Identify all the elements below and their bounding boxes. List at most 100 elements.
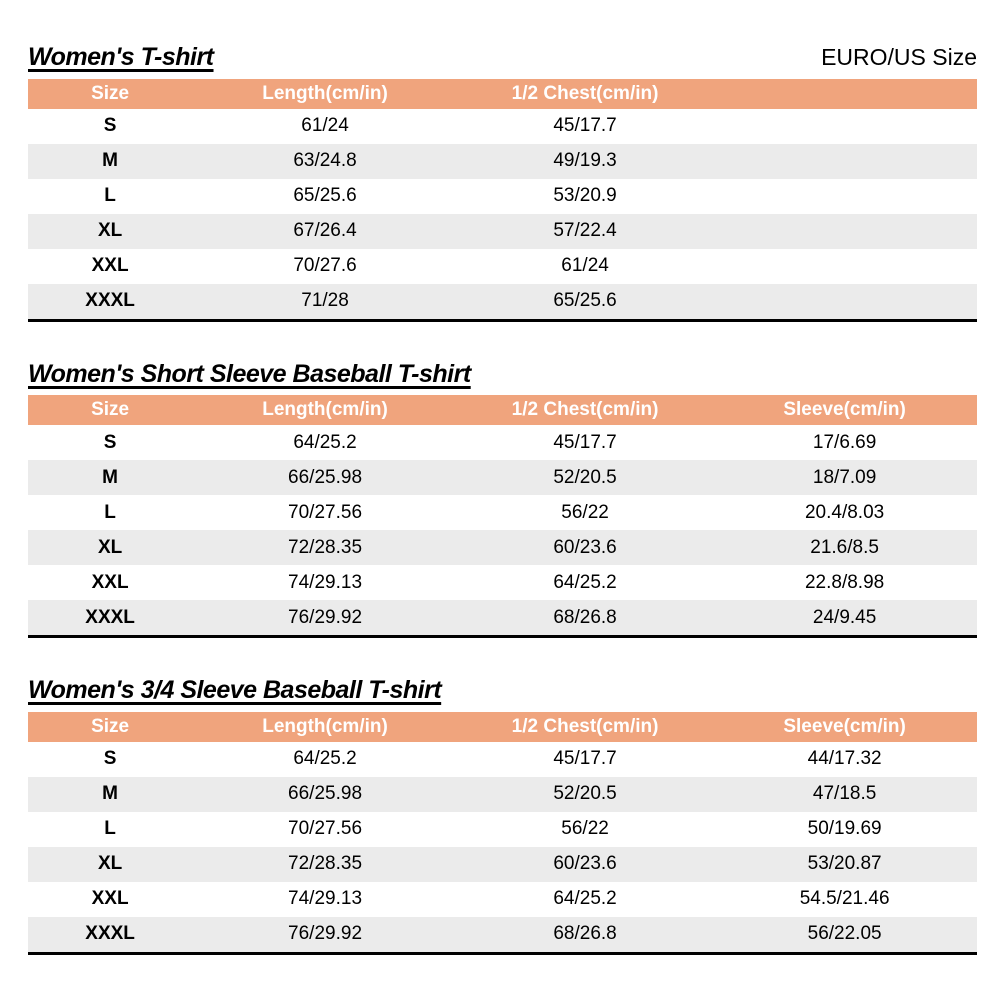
measurement-cell: 56/22 [561,818,609,839]
measurement-cell: 70/27.56 [288,501,363,523]
measurement-cell: 61/24 [561,255,609,276]
size-cell: S [103,115,117,136]
size-cell: XL [97,853,123,874]
measurement-cell: 76/29.92 [288,606,363,628]
measurement-cell [712,284,977,321]
table-row: L 70/27.56 56/22 20.4/8.03 [28,495,977,530]
section-title-three-quarter-sleeve-baseball: Women's 3/4 Sleeve Baseball T-shirt [28,676,442,704]
size-cell: M [102,466,118,488]
size-cell: XXL [91,888,129,909]
table-row: M 66/25.98 52/20.5 18/7.09 [28,460,977,495]
measurement-cell: 66/25.98 [288,783,363,804]
size-table-short-sleeve-baseball: Size Length(cm/in) 1/2 Chest(cm/in) Sleeve(… [28,395,977,638]
section-title-womens-tshirt: Women's T-shirt [28,43,214,71]
measurement-cell: 45/17.7 [553,748,617,769]
size-cell: L [104,185,116,206]
size-cell: XXXL [85,923,135,944]
size-cell: L [104,501,116,523]
size-cell: S [103,431,117,453]
measurement-cell [712,109,977,144]
size-table-three-quarter-sleeve-baseball: Size Length(cm/in) 1/2 Chest(cm/in) Sleeve(… [28,711,977,955]
section-short-sleeve-baseball-tshirt: Women's Short Sleeve Baseball T-shirt Si… [28,359,977,638]
measurement-cell: 63/24.8 [293,150,357,171]
measurement-cell: 74/29.13 [288,888,363,909]
measurement-cell: 44/17.32 [807,748,882,769]
header-row: Size Length(cm/in) 1/2 Chest(cm/in) Sleeve(… [28,395,977,425]
column-header: Length(cm/in) [192,78,458,109]
measurement-cell: 68/26.8 [553,606,617,628]
column-header: Length(cm/in) [192,711,458,742]
measurement-cell: 74/29.13 [288,571,363,593]
measurement-cell: 20.4/8.03 [804,501,885,523]
table-row: XL 67/26.4 57/22.4 [28,213,977,249]
size-cell: XXL [91,571,129,593]
size-cell: M [102,150,118,171]
size-standard-label: EURO/US Size [821,44,977,70]
measurement-cell: 68/26.8 [553,923,617,944]
table-row: L 65/25.6 53/20.9 [28,179,977,214]
section-header: Women's T-shirt EURO/US Size [28,43,977,72]
size-cell: XL [97,536,123,558]
measurement-cell [712,214,977,249]
size-cell: L [104,818,116,839]
measurement-cell: 64/25.2 [293,748,357,769]
size-cell: XXXL [85,290,135,311]
measurement-cell: 52/20.5 [553,783,617,804]
measurement-cell: 17/6.69 [812,431,877,453]
column-header: 1/2 Chest(cm/in) [457,711,713,742]
section-header: Women's 3/4 Sleeve Baseball T-shirt [28,676,977,705]
table-row: XXL 70/27.6 61/24 [28,249,977,284]
column-header: Sleeve(cm/in) [712,395,977,425]
table-row: XXXL 71/28 65/25.6 [28,283,977,321]
size-cell: XL [97,220,123,241]
measurement-cell: 72/28.35 [288,853,363,874]
table-row: XXL 74/29.13 64/25.2 22.8/8.98 [28,565,977,600]
table-row: M 63/24.8 49/19.3 [28,143,977,179]
section-title-short-sleeve-baseball: Women's Short Sleeve Baseball T-shirt [28,359,471,388]
section-header: Women's Short Sleeve Baseball T-shirt [28,359,977,389]
measurement-cell: 70/27.56 [288,818,363,839]
measurement-cell: 24/9.45 [812,606,877,628]
measurement-cell: 53/20.87 [807,853,882,874]
column-header: Size [28,395,193,425]
measurement-cell: 65/25.6 [553,290,617,311]
measurement-cell: 66/25.98 [288,466,363,488]
section-womens-tshirt: Women's T-shirt EURO/US Size Size Length(… [28,43,977,322]
measurement-cell: 47/18.5 [812,783,877,804]
measurement-cell: 71/28 [301,290,349,311]
measurement-cell [712,249,977,284]
table-row: S 61/24 45/17.7 [28,109,977,144]
size-cell: XXXL [85,606,135,628]
measurement-cell: 70/27.6 [293,255,357,276]
size-cell: XXL [91,255,129,276]
table-row: S 64/25.2 45/17.7 44/17.32 [28,742,977,777]
table-row: S 64/25.2 45/17.7 17/6.69 [28,425,977,460]
measurement-cell: 60/23.6 [553,853,617,874]
measurement-cell: 64/25.2 [553,888,617,909]
measurement-cell: 57/22.4 [553,220,617,241]
measurement-cell: 54.5/21.46 [799,888,890,909]
measurement-cell: 64/25.2 [553,571,617,593]
measurement-cell: 61/24 [301,115,349,136]
size-table-womens-tshirt: Size Length(cm/in) 1/2 Chest(cm/in) S 61/24… [28,78,977,322]
table-row: XXL 74/29.13 64/25.2 54.5/21.46 [28,882,977,917]
measurement-cell: 56/22 [561,501,609,523]
size-cell: S [103,748,117,769]
measurement-cell: 76/29.92 [288,923,363,944]
column-header: Length(cm/in) [192,395,458,425]
measurement-cell [712,179,977,214]
column-header [712,78,977,109]
measurement-cell: 53/20.9 [553,185,617,206]
measurement-cell: 18/7.09 [812,466,877,488]
measurement-cell: 50/19.69 [807,818,882,839]
size-cell: M [102,783,118,804]
section-three-quarter-sleeve-baseball-tshirt: Women's 3/4 Sleeve Baseball T-shirt Size… [28,676,977,955]
measurement-cell: 52/20.5 [553,466,617,488]
measurement-cell: 21.6/8.5 [810,536,879,558]
measurement-cell: 67/26.4 [293,220,357,241]
table-row: XL 72/28.35 60/23.6 53/20.87 [28,846,977,882]
measurement-cell: 64/25.2 [293,431,357,453]
table-row: XXXL 76/29.92 68/26.8 56/22.05 [28,916,977,953]
measurement-cell [712,144,977,179]
